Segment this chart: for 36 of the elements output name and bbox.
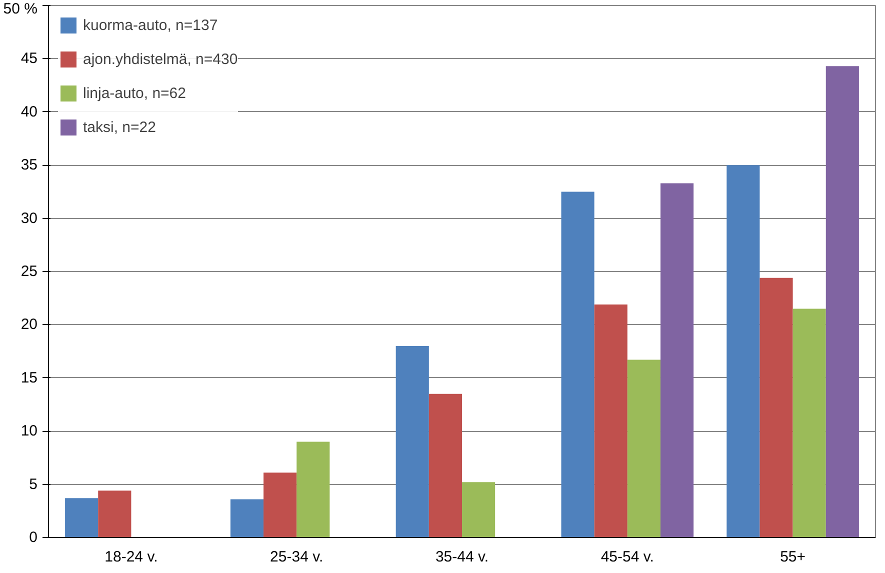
bar [264,472,297,538]
y-tick-label: 15 [20,369,38,386]
bar [428,394,462,538]
bar [660,183,694,538]
x-tick-label: 25-34 v. [270,548,324,566]
y-tick-label: 35 [20,156,38,174]
bar [760,278,793,538]
y-tick-label: 25 [20,263,38,280]
y-tick-label: 10 [20,422,38,440]
y-tick-label: 30 [20,210,38,227]
bar [792,308,826,538]
bar [396,346,429,538]
legend-label: ajon.yhdistelmä, n=430 [83,50,238,68]
y-tick-label: 40 [20,103,38,120]
bar [561,192,594,538]
bar [296,442,330,538]
y-tick-label: 50 % [3,0,38,18]
y-tick-label: 0 [29,529,38,546]
x-tick-label: 18-24 v. [104,548,158,566]
bar [230,499,264,538]
bar [826,66,859,538]
bar [726,165,760,538]
x-tick-label: 45-54 v. [600,548,654,566]
legend-label: taksi, n=22 [83,118,156,136]
bar [594,304,628,538]
y-tick-label: 5 [29,476,38,493]
bar [98,490,132,538]
x-tick-label: 35-44 v. [435,548,489,566]
bar [627,360,660,538]
y-tick-label: 45 [20,50,38,68]
bar [462,482,496,538]
legend-label: kuorma-auto, n=137 [83,16,218,34]
legend-label: linja-auto, n=62 [83,84,186,102]
bar [65,498,98,538]
x-tick-label: 55+ [780,548,806,566]
y-tick-label: 20 [20,316,38,334]
